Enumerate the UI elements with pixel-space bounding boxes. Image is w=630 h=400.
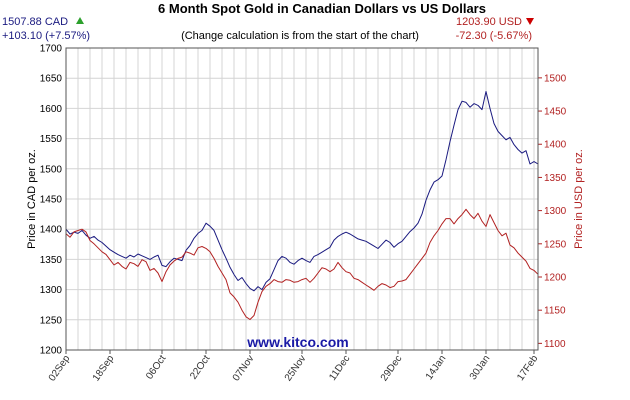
cad-price: 1507.88 CAD bbox=[2, 16, 68, 28]
usd-series-line bbox=[65, 208, 539, 320]
chart-subtitle: (Change calculation is from the start of… bbox=[181, 30, 419, 42]
right-tick-label: 1250 bbox=[544, 239, 567, 250]
right-tick-label: 1450 bbox=[544, 107, 567, 118]
left-tick-label: 1700 bbox=[40, 44, 63, 55]
left-tick-label: 1400 bbox=[40, 225, 63, 236]
right-tick-label: 1200 bbox=[544, 272, 567, 283]
left-tick-label: 1200 bbox=[40, 346, 63, 357]
left-axis-label: Price in CAD per oz. bbox=[26, 149, 38, 249]
left-axis-ticks: 1200 1250 1300 1350 1400 1450 1500 1550 1600 1650… bbox=[40, 44, 63, 357]
usd-down-arrow-icon bbox=[526, 18, 534, 25]
right-tick-label: 1400 bbox=[544, 140, 567, 151]
left-tick-label: 1250 bbox=[40, 315, 63, 326]
right-tick-label: 1100 bbox=[544, 339, 566, 350]
left-tick-label: 1500 bbox=[40, 164, 63, 175]
cad-change: +103.10 (+7.57%) bbox=[2, 30, 90, 42]
left-tick-label: 1300 bbox=[40, 285, 63, 296]
right-tick-label: 1300 bbox=[544, 206, 567, 217]
cad-up-arrow-icon bbox=[76, 17, 84, 24]
left-tick-label: 1600 bbox=[40, 104, 63, 115]
cad-series-line bbox=[65, 91, 539, 292]
right-tick-label: 1150 bbox=[544, 306, 566, 317]
usd-price: 1203.90 USD bbox=[456, 16, 522, 28]
series-layer bbox=[65, 91, 539, 320]
left-tick-label: 1550 bbox=[40, 134, 63, 145]
plot-frame bbox=[65, 47, 539, 351]
right-axis-ticks: 1100 1150 1200 1250 1300 1350 1400 1450 1500 bbox=[538, 73, 567, 350]
right-tick-label: 1500 bbox=[544, 73, 567, 84]
right-axis-label: Price in USD per oz. bbox=[573, 149, 585, 249]
watermark: www.kitco.com bbox=[246, 334, 348, 350]
left-tick-label: 1450 bbox=[40, 195, 63, 206]
left-tick-label: 1350 bbox=[40, 255, 63, 266]
grid-lines bbox=[66, 48, 538, 350]
left-tick-label: 1650 bbox=[40, 74, 63, 85]
usd-change: -72.30 (-5.67%) bbox=[456, 30, 532, 42]
right-tick-label: 1350 bbox=[544, 173, 567, 184]
chart-title: 6 Month Spot Gold in Canadian Dollars vs… bbox=[158, 1, 486, 16]
